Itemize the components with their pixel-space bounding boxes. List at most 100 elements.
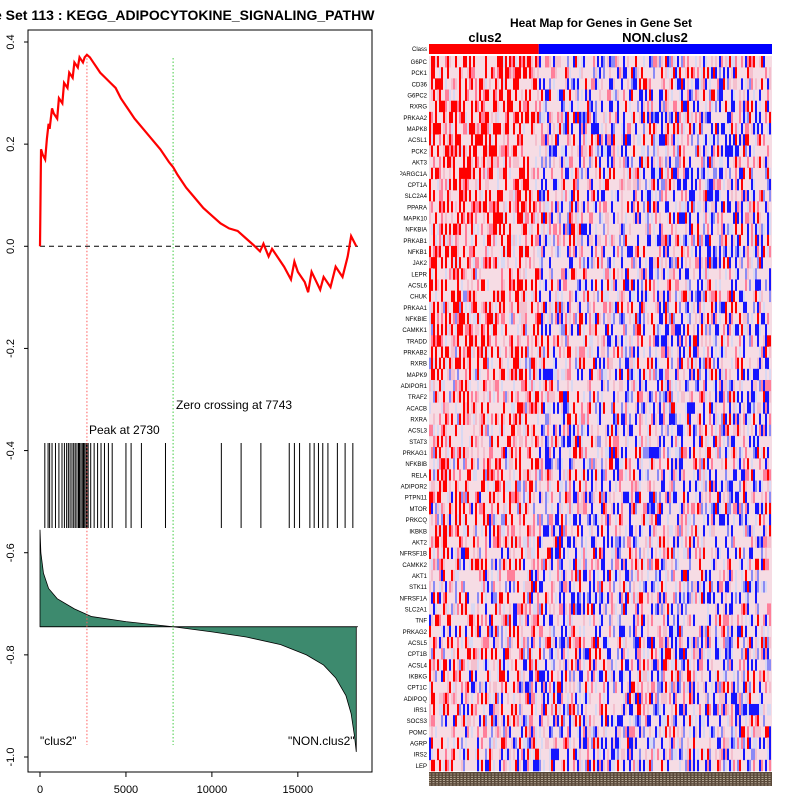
heatmap-row-camkk1	[431, 324, 767, 336]
gene-label: SLC2A1	[405, 607, 428, 613]
heatmap-row-stat3	[433, 435, 759, 448]
y-tick-label: 0.2	[5, 136, 17, 151]
gene-label: PRKAG1	[403, 451, 428, 457]
gene-label: NFKBIA	[405, 228, 427, 234]
heatmap-row-irs2	[429, 748, 771, 761]
heatmap-row-mtor	[429, 502, 771, 515]
heatmap-row-acsl5	[433, 636, 771, 649]
gene-label: NFKB1	[408, 250, 428, 256]
gene-label: MAPK8	[407, 127, 428, 133]
gene-label: IKBKB	[409, 529, 427, 535]
group-label-clus2: clus2	[468, 30, 501, 45]
gene-label: STK11	[409, 585, 428, 591]
gene-label: CD36	[412, 82, 428, 88]
heatmap-row-adipor2	[431, 480, 771, 493]
heatmap-row-acsl3	[429, 424, 771, 437]
heatmap-row-ppara	[429, 201, 769, 213]
heatmap-row-ptpn11	[429, 491, 771, 504]
gene-label: ACSL5	[408, 641, 428, 647]
heatmap-row-acsl6	[429, 279, 771, 291]
gene-label: RXRA	[410, 418, 427, 424]
heatmap-row-prkcq	[431, 514, 771, 526]
heatmap-row-pck1	[431, 67, 771, 79]
heatmap-row-mapk9	[431, 368, 771, 381]
x-tick-label: 10000	[197, 784, 228, 796]
gene-label: PPARGC1A	[400, 172, 427, 178]
x-tick-label: 0	[37, 784, 43, 796]
heatmap-row-pomc	[431, 726, 771, 738]
gene-label: LEP	[416, 764, 427, 770]
gene-label: RELA	[411, 473, 427, 479]
gene-label: POMC	[409, 730, 428, 736]
x-tick-label: 5000	[114, 784, 138, 796]
gene-label: MTOR	[409, 507, 427, 513]
gene-label: PRKAA2	[403, 116, 427, 122]
gene-label: MAPK10	[403, 216, 427, 222]
gene-label: TNFRSF1B	[400, 552, 427, 558]
gene-label: JAK2	[413, 261, 428, 267]
heatmap-row-prkab2	[431, 346, 771, 358]
gene-label: SLC2A4	[405, 194, 428, 200]
heatmap-row-prkag2	[429, 625, 769, 638]
heatmap-row-prkag1	[431, 447, 769, 459]
right-class-label: "NON.clus2"	[288, 734, 355, 748]
heatmap-row-tnfrsf1a	[431, 592, 757, 604]
gene-label: ACSL6	[408, 283, 428, 289]
gene-label: CPT1C	[407, 686, 427, 692]
heatmap-row-cpt1b	[431, 648, 769, 660]
gene-label: IKBKG	[409, 674, 428, 680]
gene-label: STAT3	[409, 440, 427, 446]
gene-label: PCK2	[411, 149, 427, 155]
heatmap-row-prkab1	[433, 234, 769, 247]
gene-label: RXRG	[410, 105, 428, 111]
gene-label: ACSL4	[408, 663, 428, 669]
gene-label: ADIPOQ	[404, 697, 428, 703]
heatmap-row-jak2	[429, 257, 763, 269]
heatmap-row-pck2	[429, 145, 769, 157]
heatmap-row-cpt1a	[429, 178, 771, 191]
plot-title: e Set 113 : KEGG_ADIPOCYTOKINE_SIGNALING…	[0, 7, 375, 23]
heatmap-row-rxrg	[435, 100, 769, 113]
gene-label: TRADD	[406, 339, 427, 345]
heatmap-row-cpt1c	[429, 681, 771, 694]
heatmap-row-g6pc2	[431, 89, 769, 101]
gene-label: TRAF2	[408, 395, 428, 401]
gene-label: CHUK	[410, 295, 427, 301]
heatmap-row-akt2	[431, 536, 771, 548]
gene-label: RXRB	[410, 362, 427, 368]
gene-label: G6PC2	[407, 94, 427, 100]
gene-label: ADIPOR2	[401, 485, 428, 491]
gene-label: NFKBIE	[405, 317, 427, 323]
gene-label: AGRP	[410, 742, 427, 748]
y-tick-label: -0.4	[5, 441, 17, 460]
gene-label: ACSL1	[408, 138, 428, 144]
gene-label: CAMKK2	[402, 563, 427, 569]
heatmap-row-nfkb1	[429, 245, 771, 258]
heatmap-row-mapk8	[429, 123, 771, 135]
heatmap-row-mapk10	[429, 212, 771, 224]
class-bar-clus2	[429, 44, 539, 54]
heatmap-row-lepr	[429, 268, 771, 280]
gene-label: ACSL3	[408, 429, 428, 435]
heatmap-row-adipoq	[431, 692, 763, 705]
x-tick-label: 15000	[283, 784, 314, 796]
zero-crossing-label: Zero crossing at 7743	[176, 398, 292, 412]
gene-label: NFKBIB	[405, 462, 427, 468]
gene-label: AKT1	[412, 574, 428, 580]
enrichment-score-curve	[38, 53, 358, 293]
left-class-label: "clus2"	[40, 734, 77, 748]
heatmap-row-g6pc	[431, 56, 765, 68]
heatmap-row-rxra	[433, 413, 771, 425]
gene-label: PRKAG2	[403, 630, 428, 636]
peak-label: Peak at 2730	[89, 423, 160, 437]
heatmap-row-rela	[429, 469, 771, 481]
ranked-metric-area	[39, 529, 357, 752]
gene-label: IRS1	[414, 708, 428, 714]
heatmap-row-slc2a4	[429, 190, 771, 202]
heatmap-row-acacb	[429, 402, 769, 414]
gene-label: SOCS3	[407, 719, 428, 725]
gene-label: PRKAA1	[403, 306, 427, 312]
gene-label: PRKAB2	[403, 351, 427, 357]
gene-label: MAPK9	[407, 373, 428, 379]
heatmap-row-ppargc1a	[431, 167, 771, 180]
